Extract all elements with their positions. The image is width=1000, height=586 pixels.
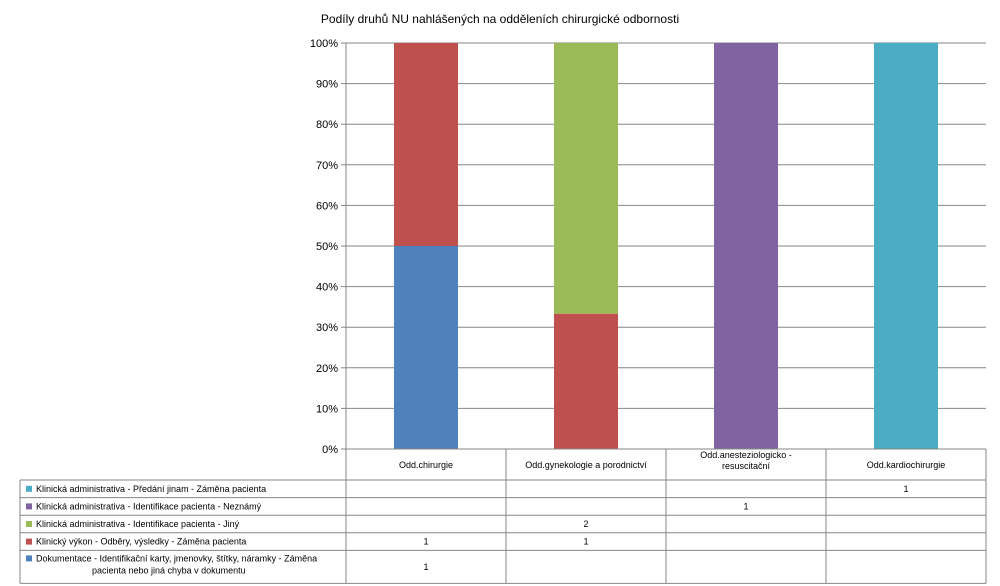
category-label: Odd.chirurgie bbox=[399, 460, 453, 470]
y-tick-label: 90% bbox=[316, 79, 338, 91]
legend-label: Klinická administrativa - Předání jinam … bbox=[36, 484, 266, 494]
y-tick-label: 20% bbox=[316, 363, 338, 375]
table-cell-value: 1 bbox=[583, 537, 588, 547]
y-tick-label: 0% bbox=[322, 444, 338, 456]
y-tick-label: 100% bbox=[310, 38, 338, 50]
category-label: Odd.gynekologie a porodnictví bbox=[525, 460, 647, 470]
y-axis-ticks: 0% 10% 20% 30% 40% 50% 60% 70% 80% 90% 100% bbox=[310, 38, 338, 456]
table-cell-value: 1 bbox=[423, 537, 428, 547]
bar-segment bbox=[714, 43, 778, 449]
table-cell-value: 1 bbox=[903, 484, 908, 494]
legend-key bbox=[26, 503, 32, 510]
legend-key bbox=[26, 538, 32, 545]
legend-key bbox=[26, 555, 32, 562]
y-tick-label: 80% bbox=[316, 119, 338, 131]
category-label: Odd.kardiochirurgie bbox=[867, 460, 946, 470]
category-label: Odd.anesteziologicko -resuscitační bbox=[700, 450, 792, 471]
bar-segment bbox=[394, 43, 458, 246]
table-cell-value: 1 bbox=[743, 501, 748, 511]
bar-segment bbox=[554, 43, 618, 314]
bar-segment bbox=[874, 43, 938, 449]
bar-segment bbox=[554, 313, 618, 449]
y-tick-label: 10% bbox=[316, 403, 338, 415]
legend-label: Dokumentace - Identifikační karty, jmeno… bbox=[36, 553, 317, 575]
y-tick-label: 30% bbox=[316, 322, 338, 334]
legend-label: Klinický výkon - Odběry, výsledky - Zámě… bbox=[36, 537, 246, 547]
legend-key bbox=[26, 485, 32, 492]
legend-label: Klinická administrativa - Identifikace p… bbox=[36, 519, 240, 529]
data-table: Odd.chirurgie Odd.gynekologie a porodnict… bbox=[19, 448, 987, 584]
legend-label: Klinická administrativa - Identifikace p… bbox=[36, 501, 262, 511]
legend-key bbox=[26, 521, 32, 527]
table-cell-value: 2 bbox=[583, 519, 588, 529]
bar-segment bbox=[394, 246, 458, 449]
y-tick-label: 70% bbox=[316, 160, 338, 172]
table-cell-value: 1 bbox=[423, 562, 428, 572]
y-tick-label: 50% bbox=[316, 241, 338, 253]
y-tick-label: 60% bbox=[316, 200, 338, 212]
y-tick-label: 40% bbox=[316, 282, 338, 294]
bars bbox=[394, 43, 938, 449]
chart-title: Podíly druhů NU nahlášených na odděleníc… bbox=[321, 12, 679, 26]
